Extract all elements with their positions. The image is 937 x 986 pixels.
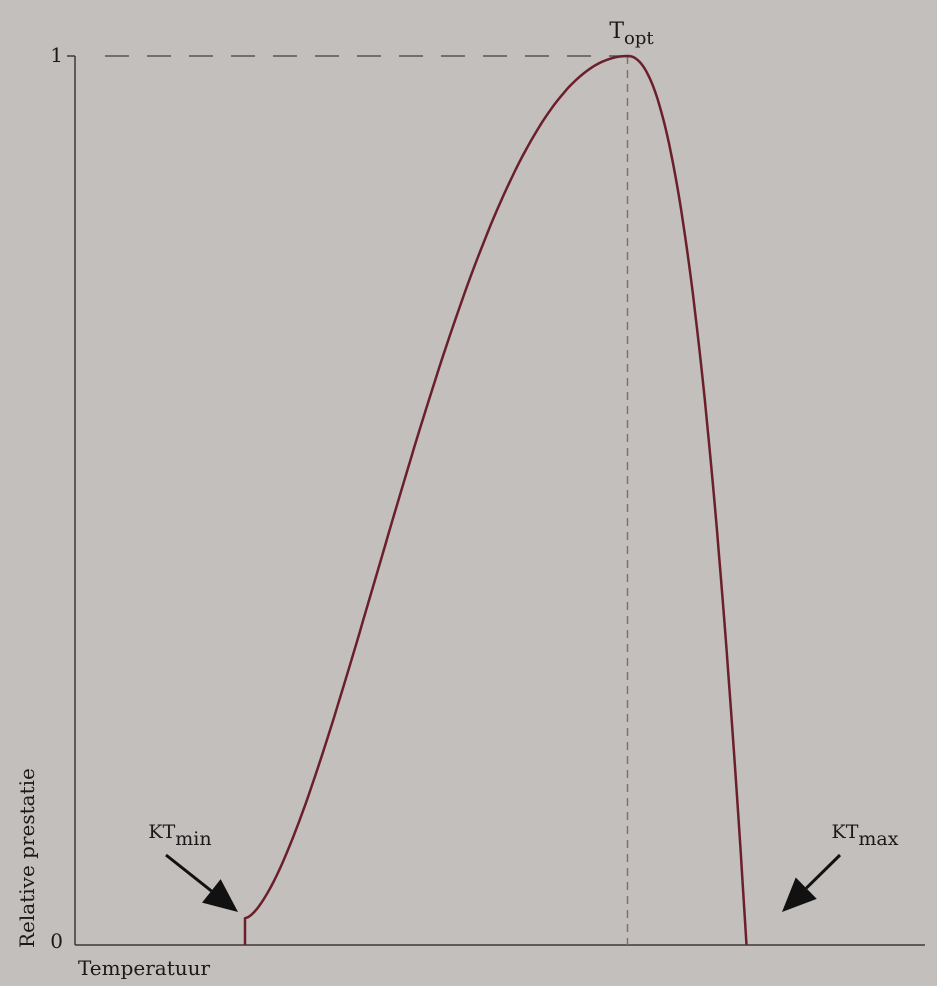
arrow-head <box>202 879 238 912</box>
arrow-shaft <box>805 853 842 890</box>
kt-max-label: KTmax <box>832 821 899 850</box>
arrow-shaft <box>165 853 213 893</box>
kt-min-arrow-icon <box>165 853 238 912</box>
kt-max-base: KT <box>832 821 859 843</box>
arrow-head <box>782 877 817 912</box>
kt-max-sub: max <box>858 828 898 850</box>
y-tick-label-1: 1 <box>50 43 63 67</box>
kt-max-arrow-icon <box>782 853 842 912</box>
performance-curve <box>243 54 748 946</box>
y-axis-title: Relative prestatie <box>15 768 39 948</box>
y-tick-label-0: 0 <box>50 929 63 953</box>
t-opt-label: Topt <box>609 19 654 49</box>
t-opt-sub: opt <box>624 28 654 49</box>
kt-min-label: KTmin <box>148 821 211 850</box>
t-opt-base: T <box>609 19 624 44</box>
kt-min-sub: min <box>175 828 211 850</box>
kt-min-base: KT <box>148 821 175 843</box>
x-axis-title: Temperatuur <box>78 956 211 980</box>
